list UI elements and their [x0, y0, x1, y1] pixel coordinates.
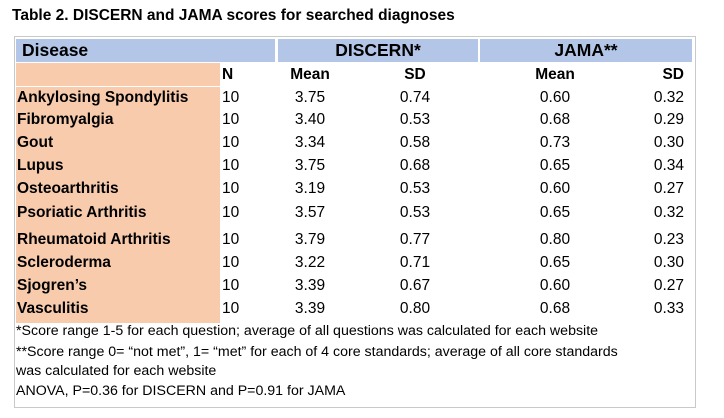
n-value: 10	[222, 300, 240, 317]
n-value: 10	[222, 111, 240, 128]
disease-name: Fibromyalgia	[17, 111, 114, 128]
header-discern: DISCERN*	[278, 39, 478, 62]
disease-name: Sjogren’s	[17, 277, 88, 294]
jama-sd: 0.30	[653, 134, 684, 151]
discern-mean: 3.79	[294, 231, 326, 248]
jama-mean: 0.65	[539, 254, 571, 271]
discern-sd: 0.53	[399, 111, 431, 128]
discern-sd: 0.68	[399, 157, 431, 174]
discern-mean: 3.39	[294, 300, 326, 317]
jama-mean: 0.73	[539, 134, 571, 151]
n-value: 10	[222, 89, 240, 106]
jama-mean: 0.68	[539, 300, 571, 317]
discern-sd: 0.80	[399, 300, 431, 317]
footnote-anova: ANOVA, P=0.36 for DISCERN and P=0.91 for…	[16, 383, 346, 399]
subheader-discern-sd: SD	[404, 66, 426, 83]
disease-name: Ankylosing Spondylitis	[17, 89, 189, 106]
footnote-discern: *Score range 1-5 for each question; aver…	[16, 323, 599, 339]
discern-sd: 0.67	[399, 277, 431, 294]
jama-sd: 0.32	[653, 204, 684, 221]
discern-mean: 3.19	[294, 180, 326, 197]
jama-mean: 0.65	[539, 204, 571, 221]
n-value: 10	[222, 180, 240, 197]
discern-mean: 3.34	[294, 134, 326, 151]
jama-mean: 0.60	[539, 89, 571, 106]
jama-sd: 0.27	[653, 180, 684, 197]
header-jama: JAMA**	[480, 39, 692, 62]
discern-mean: 3.75	[294, 89, 326, 106]
jama-sd: 0.30	[653, 254, 684, 271]
discern-sd: 0.74	[399, 89, 431, 106]
n-value: 10	[222, 254, 240, 271]
footnote-jama: **Score range 0= “not met”, 1= “met” for…	[16, 344, 618, 360]
header-disease-label: Disease	[22, 40, 89, 60]
subheader-jama-mean: Mean	[535, 66, 575, 83]
jama-mean: 0.65	[539, 157, 571, 174]
disease-name: Lupus	[17, 157, 64, 174]
jama-sd: 0.33	[653, 300, 684, 317]
n-value: 10	[222, 134, 240, 151]
n-value: 10	[222, 204, 240, 221]
n-value: 10	[222, 157, 240, 174]
disease-name: Psoriatic Arthritis	[17, 204, 147, 221]
jama-mean: 0.68	[539, 111, 571, 128]
jama-sd: 0.29	[653, 111, 684, 128]
jama-sd: 0.34	[653, 157, 684, 174]
discern-mean: 3.22	[294, 254, 326, 271]
table-frame	[14, 36, 696, 408]
jama-mean: 0.60	[539, 277, 571, 294]
discern-mean: 3.57	[294, 204, 326, 221]
discern-sd: 0.53	[399, 204, 431, 221]
jama-mean: 0.60	[539, 180, 571, 197]
disease-name: Vasculitis	[17, 300, 89, 317]
subheader-jama-sd: SD	[662, 66, 684, 83]
discern-mean: 3.40	[294, 111, 326, 128]
disease-name: Osteoarthritis	[17, 180, 119, 197]
subheader-n: N	[222, 66, 234, 83]
jama-sd: 0.32	[653, 89, 684, 106]
jama-sd: 0.23	[653, 231, 684, 248]
disease-band-subheader	[16, 63, 220, 86]
table-caption: Table 2. DISCERN and JAMA scores for sea…	[12, 7, 455, 24]
jama-mean: 0.80	[539, 231, 571, 248]
n-value: 10	[222, 231, 240, 248]
discern-sd: 0.71	[399, 254, 431, 271]
n-value: 10	[222, 277, 240, 294]
subheader-discern-mean: Mean	[290, 66, 330, 83]
discern-mean: 3.75	[294, 157, 326, 174]
jama-sd: 0.27	[653, 277, 684, 294]
discern-sd: 0.58	[399, 134, 431, 151]
disease-name: Gout	[17, 134, 54, 151]
discern-sd: 0.53	[399, 180, 431, 197]
disease-band-body	[16, 87, 220, 323]
discern-sd: 0.77	[399, 231, 431, 248]
disease-name: Rheumatoid Arthritis	[17, 231, 171, 248]
footnote-jama-continued: was calculated for each website	[16, 363, 217, 379]
discern-mean: 3.39	[294, 277, 326, 294]
header-disease: Disease	[16, 39, 275, 62]
disease-name: Scleroderma	[17, 254, 111, 271]
